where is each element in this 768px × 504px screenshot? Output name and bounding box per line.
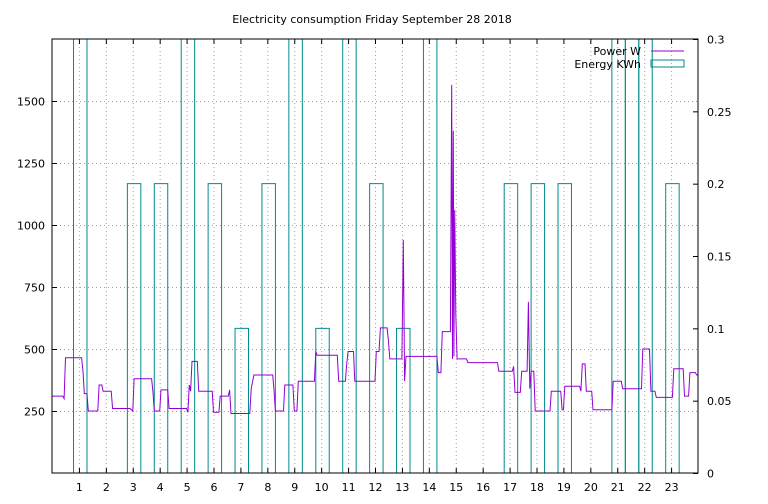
- x-tick-label: 7: [237, 481, 244, 494]
- energy-bar: [315, 327, 330, 473]
- energy-bar: [611, 38, 626, 473]
- energy-bar: [261, 183, 276, 473]
- x-tick-label: 4: [157, 481, 164, 494]
- x-tick-label: 2: [103, 481, 110, 494]
- energy-bar: [342, 38, 357, 473]
- x-tick-label: 19: [557, 481, 571, 494]
- legend-label-energy: Energy KWh: [574, 58, 641, 71]
- y-left-tick-label: 1500: [17, 96, 45, 109]
- energy-bar: [638, 38, 653, 473]
- y-right-tick-label: 0.05: [707, 395, 732, 408]
- y-right-tick-label: 0.25: [707, 106, 732, 119]
- x-tick-label: 8: [264, 481, 271, 494]
- x-tick-label: 1: [76, 481, 83, 494]
- x-tick-label: 6: [211, 481, 218, 494]
- y-right-tick-label: 0.15: [707, 251, 732, 264]
- ticks-layer: 1 2 3 4 5 6 7 8 9 10 11 12 13 14 15 16 17 18 19 20 21 22 23250…: [17, 34, 732, 495]
- y-left-tick-label: 750: [24, 282, 45, 295]
- energy-bar: [207, 183, 223, 473]
- energy-bar: [422, 38, 438, 473]
- chart-title: Electricity consumption Friday September…: [232, 13, 511, 26]
- x-tick-label: 21: [611, 481, 625, 494]
- y-right-tick-label: 0.1: [707, 323, 725, 336]
- energy-bar: [234, 327, 249, 473]
- y-left-tick-label: 500: [24, 344, 45, 357]
- energy-bar: [665, 183, 680, 473]
- energy-bar: [396, 327, 411, 473]
- x-tick-label: 3: [130, 481, 137, 494]
- x-tick-label: 13: [395, 481, 409, 494]
- legend-swatch-energy: [650, 59, 685, 68]
- x-tick-label: 10: [315, 481, 329, 494]
- x-tick-label: 22: [638, 481, 652, 494]
- x-tick-label: 14: [422, 481, 436, 494]
- x-tick-label: 11: [342, 481, 356, 494]
- x-tick-label: 17: [503, 481, 517, 494]
- energy-bar: [288, 38, 303, 473]
- x-tick-label: 9: [291, 481, 298, 494]
- energy-bar: [126, 183, 142, 473]
- legend-label-power: Power W: [593, 45, 641, 58]
- x-tick-label: 20: [584, 481, 598, 494]
- energy-bar: [530, 183, 546, 473]
- y-right-tick-label: 0: [707, 468, 714, 481]
- energy-bar: [557, 183, 572, 473]
- x-tick-label: 23: [665, 481, 679, 494]
- power-series: [52, 84, 698, 414]
- x-tick-label: 12: [369, 481, 383, 494]
- y-left-tick-label: 1000: [17, 220, 45, 233]
- y-right-tick-label: 0.2: [707, 178, 725, 191]
- x-tick-label: 18: [530, 481, 544, 494]
- energy-bar: [73, 38, 88, 473]
- energy-bar: [503, 183, 519, 473]
- x-tick-label: 16: [476, 481, 490, 494]
- y-left-tick-label: 1250: [17, 158, 45, 171]
- grid-layer: [52, 39, 698, 473]
- y-right-tick-label: 0.3: [707, 34, 725, 47]
- energy-bar: [153, 183, 169, 473]
- power-line: [52, 84, 698, 414]
- x-tick-label: 5: [184, 481, 191, 494]
- y-left-tick-label: 250: [24, 406, 45, 419]
- energy-bar: [624, 38, 640, 473]
- x-tick-label: 15: [449, 481, 463, 494]
- energy-series: [73, 38, 680, 473]
